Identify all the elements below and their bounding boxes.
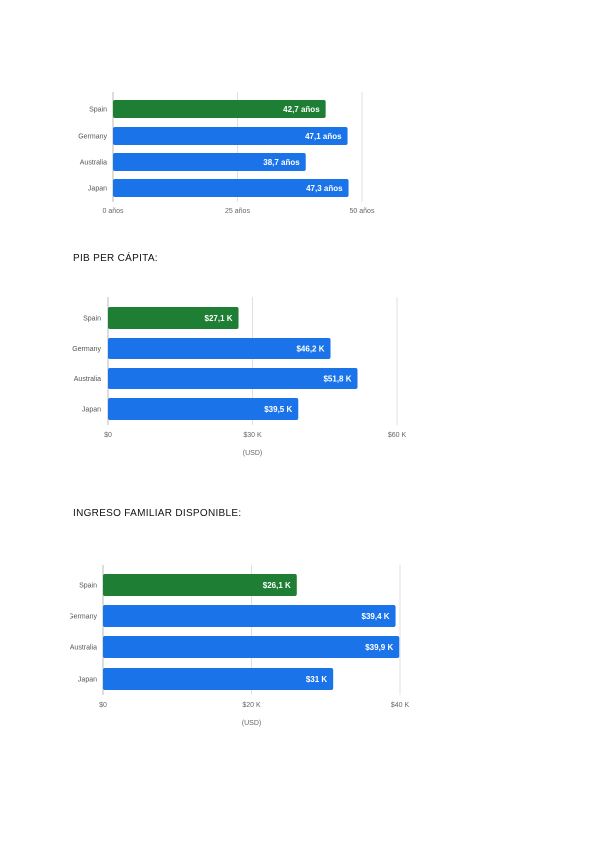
heading-gdp-per-capita: PIB PER CÁPITA: <box>73 253 158 264</box>
x-tick-label: $0 <box>104 432 112 439</box>
data-label: 42,7 años <box>283 105 320 114</box>
bar-japan <box>108 398 299 420</box>
data-label: $26,1 K <box>263 581 291 590</box>
category-label: Australia <box>74 376 101 383</box>
data-label: 38,7 años <box>263 158 300 167</box>
x-tick-label: 0 años <box>102 208 124 215</box>
x-tick-label: $60 K <box>388 432 407 439</box>
bar-spain <box>108 307 239 329</box>
bar-germany <box>108 338 331 359</box>
x-tick-label: $30 K <box>243 432 262 439</box>
x-tick-label: 50 años <box>350 208 375 215</box>
x-tick-label: $20 K <box>242 702 261 709</box>
bar-germany <box>113 127 348 145</box>
data-label: 47,1 años <box>305 132 342 141</box>
data-label: $39,4 K <box>362 612 390 621</box>
x-tick-label: $0 <box>99 702 107 709</box>
category-label: Germany <box>78 134 107 141</box>
bar-germany <box>103 605 396 627</box>
x-axis-label: (USD) <box>242 720 261 727</box>
data-label: $46,2 K <box>296 345 324 354</box>
category-label: Spain <box>83 316 101 323</box>
category-label: Australia <box>80 160 107 167</box>
data-label: $39,9 K <box>365 643 393 652</box>
data-label: 47,3 años <box>306 184 343 193</box>
heading-disposable-income: INGRESO FAMILIAR DISPONIBLE: <box>73 508 242 519</box>
x-tick-label: 25 años <box>225 208 250 215</box>
data-label: $39,5 K <box>264 405 292 414</box>
category-label: Australia <box>70 645 97 652</box>
x-axis-label: (USD) <box>243 450 262 457</box>
bar-japan <box>113 179 349 197</box>
data-label: $51,8 K <box>323 375 351 384</box>
bar-australia <box>103 636 400 658</box>
category-label: Spain <box>89 107 107 114</box>
bar-japan <box>103 668 334 690</box>
category-label: Japan <box>88 186 107 193</box>
bar-australia <box>113 153 306 171</box>
bar-spain <box>103 574 297 596</box>
bar-spain <box>113 100 326 118</box>
category-label: Japan <box>82 407 101 414</box>
category-label: Germany <box>72 346 101 353</box>
x-tick-label: $40 K <box>391 702 410 709</box>
category-label: Germany <box>68 614 97 621</box>
data-label: $31 K <box>306 675 328 684</box>
category-label: Japan <box>78 677 97 684</box>
category-label: Spain <box>79 583 97 590</box>
data-label: $27,1 K <box>205 314 233 323</box>
bar-australia <box>108 368 358 389</box>
